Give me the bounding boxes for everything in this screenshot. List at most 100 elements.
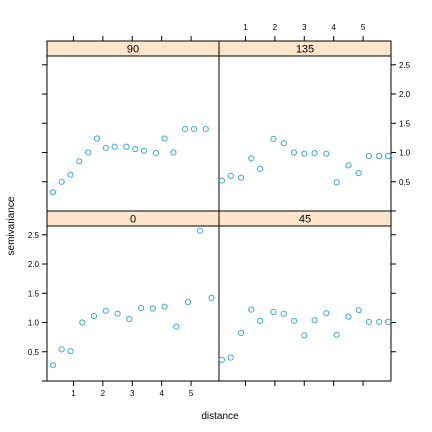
- point-bottom-right-10: [311, 317, 318, 324]
- y-tick-label-right-1: 1.0: [399, 149, 411, 158]
- point-top-right-8: [290, 149, 298, 156]
- point-bottom-right-1: [218, 356, 225, 363]
- x-tick-label-top-4: 4: [331, 23, 336, 32]
- point-bottom-right-4: [248, 306, 255, 313]
- point-top-left-17: [202, 126, 209, 133]
- point-bottom-right-12: [333, 331, 340, 338]
- panel-top-right: [218, 55, 392, 212]
- point-top-left-16: [190, 126, 198, 133]
- x-tick-label-bottom-5: 5: [189, 389, 194, 398]
- point-top-left-4: [76, 158, 83, 165]
- point-top-right-4: [248, 155, 255, 162]
- point-bottom-left-7: [114, 310, 121, 317]
- strips-layer: 90 135 0 45: [46, 40, 392, 227]
- point-bottom-left-6: [102, 307, 109, 314]
- point-top-left-2: [58, 178, 65, 185]
- point-top-right-14: [355, 169, 362, 177]
- point-top-left-14: [170, 149, 177, 156]
- panel-bottom-left: [46, 225, 220, 382]
- y-tick-label-left-3: 2.0: [28, 260, 40, 269]
- point-top-left-11: [140, 147, 148, 154]
- strip-top-right: [218, 40, 392, 57]
- axes-layer: 1 2 3 4 51 2 3 4 50.50.51.01.01.51.52.02.02.52.5: [28, 23, 411, 398]
- x-tick-label-bottom-1: 1: [71, 389, 76, 398]
- x-axis-title: distance: [201, 411, 239, 422]
- point-top-right-12: [333, 179, 340, 186]
- strip-bottom-right: [218, 210, 392, 227]
- point-bottom-right-15: [365, 318, 372, 325]
- y-tick-label-left-4: 2.5: [28, 231, 40, 240]
- y-axis-title: semivariance: [6, 196, 17, 255]
- point-top-right-1: [218, 177, 225, 184]
- point-bottom-left-2: [58, 346, 65, 353]
- y-tick-label-left-0: 0.5: [28, 348, 40, 357]
- strip-label-bottom-left: 0: [130, 214, 136, 226]
- point-top-right-6: [270, 136, 277, 143]
- point-bottom-left-14: [196, 227, 203, 234]
- point-top-left-13: [161, 135, 168, 142]
- point-top-right-17: [385, 152, 392, 160]
- point-bottom-right-16: [376, 318, 383, 325]
- y-tick-label-right-0: 0.5: [399, 178, 411, 187]
- x-tick-label-top-3: 3: [302, 23, 307, 32]
- point-bottom-left-13: [185, 298, 192, 306]
- x-tick-label-bottom-4: 4: [159, 389, 164, 398]
- point-top-right-13: [345, 162, 352, 169]
- point-bottom-left-11: [161, 303, 168, 310]
- point-bottom-left-1: [49, 362, 57, 369]
- point-top-right-16: [376, 152, 383, 160]
- panel-bottom-right: [218, 225, 392, 382]
- point-bottom-right-13: [345, 313, 352, 320]
- y-tick-label-left-1: 1.0: [28, 319, 40, 328]
- point-bottom-left-10: [149, 305, 156, 312]
- point-top-left-5: [85, 149, 92, 156]
- point-top-left-6: [93, 135, 101, 142]
- point-bottom-right-3: [238, 329, 245, 337]
- point-top-right-9: [301, 150, 308, 157]
- point-top-right-11: [323, 150, 330, 157]
- point-bottom-right-6: [270, 308, 277, 316]
- point-top-left-3: [67, 171, 74, 178]
- point-top-left-12: [152, 150, 159, 157]
- points-layer: [49, 126, 392, 369]
- x-tick-label-top-2: 2: [273, 23, 278, 32]
- point-top-right-5: [257, 165, 264, 172]
- point-bottom-right-8: [290, 317, 298, 324]
- panel-top-left: [46, 55, 220, 212]
- point-bottom-right-2: [227, 354, 234, 361]
- point-top-left-10: [132, 145, 139, 153]
- x-tick-label-top-1: 1: [243, 23, 248, 32]
- point-bottom-right-7: [280, 310, 287, 317]
- point-top-right-3: [238, 174, 245, 181]
- point-top-right-15: [365, 152, 372, 160]
- point-top-left-8: [111, 143, 118, 150]
- x-tick-label-bottom-2: 2: [101, 389, 106, 398]
- strip-label-bottom-right: 45: [299, 214, 311, 226]
- point-top-right-2: [227, 172, 234, 179]
- y-tick-label-right-3: 2.0: [399, 90, 411, 99]
- point-bottom-left-5: [90, 313, 98, 320]
- point-bottom-left-4: [79, 319, 86, 326]
- point-bottom-left-8: [126, 315, 133, 323]
- point-top-right-7: [280, 140, 287, 147]
- x-tick-label-top-5: 5: [361, 23, 366, 32]
- point-bottom-left-3: [67, 348, 74, 355]
- point-top-left-7: [102, 144, 109, 151]
- point-bottom-left-12: [173, 323, 180, 330]
- y-tick-label-right-2: 1.5: [399, 119, 411, 128]
- point-bottom-right-5: [257, 317, 264, 324]
- point-top-left-1: [49, 189, 57, 196]
- point-top-right-10: [311, 150, 318, 157]
- strip-label-top-right: 135: [296, 44, 314, 56]
- point-bottom-left-15: [208, 294, 215, 301]
- strip-label-top-left: 90: [127, 44, 139, 56]
- point-bottom-right-17: [385, 318, 392, 325]
- point-top-left-15: [182, 126, 189, 133]
- y-tick-label-left-2: 1.5: [28, 289, 40, 298]
- point-bottom-left-9: [138, 304, 145, 311]
- point-top-left-9: [123, 143, 130, 150]
- y-tick-label-right-4: 2.5: [399, 61, 411, 70]
- point-bottom-right-14: [355, 307, 362, 314]
- x-tick-label-bottom-3: 3: [130, 389, 135, 398]
